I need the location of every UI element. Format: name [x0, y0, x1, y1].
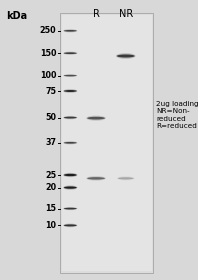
Ellipse shape — [64, 186, 77, 189]
Ellipse shape — [116, 53, 136, 59]
Ellipse shape — [63, 173, 77, 177]
Ellipse shape — [64, 90, 77, 92]
Text: R: R — [93, 9, 99, 19]
Ellipse shape — [63, 29, 77, 32]
Bar — [60, 13, 153, 273]
Ellipse shape — [63, 52, 77, 55]
Ellipse shape — [64, 174, 77, 176]
Text: 25: 25 — [45, 171, 56, 179]
Text: 37: 37 — [45, 138, 56, 147]
Ellipse shape — [117, 54, 135, 58]
Ellipse shape — [63, 116, 77, 119]
Ellipse shape — [64, 224, 77, 227]
Ellipse shape — [63, 89, 77, 93]
Ellipse shape — [117, 176, 134, 180]
Ellipse shape — [87, 177, 105, 179]
Ellipse shape — [118, 177, 134, 179]
Text: 10: 10 — [45, 221, 56, 230]
Text: 150: 150 — [40, 49, 56, 58]
Text: 50: 50 — [45, 113, 56, 122]
Text: kDa: kDa — [6, 11, 27, 21]
Bar — [62, 15, 152, 271]
Ellipse shape — [63, 223, 77, 227]
Ellipse shape — [63, 186, 77, 190]
Text: 250: 250 — [40, 26, 56, 35]
Text: 15: 15 — [45, 204, 56, 213]
Text: 100: 100 — [40, 71, 56, 80]
Text: NR: NR — [119, 9, 133, 19]
Ellipse shape — [64, 30, 77, 32]
Ellipse shape — [64, 52, 77, 54]
Ellipse shape — [63, 141, 77, 144]
Ellipse shape — [87, 117, 105, 120]
Ellipse shape — [86, 116, 106, 121]
Ellipse shape — [63, 207, 77, 210]
Ellipse shape — [64, 117, 77, 118]
Ellipse shape — [63, 74, 77, 77]
Text: 2ug loading
NR=Non-
reduced
R=reduced: 2ug loading NR=Non- reduced R=reduced — [156, 101, 198, 129]
Ellipse shape — [64, 142, 77, 144]
Ellipse shape — [86, 176, 106, 181]
Ellipse shape — [64, 75, 77, 76]
Text: 75: 75 — [45, 87, 56, 95]
Text: 20: 20 — [45, 183, 56, 192]
Ellipse shape — [64, 208, 77, 209]
